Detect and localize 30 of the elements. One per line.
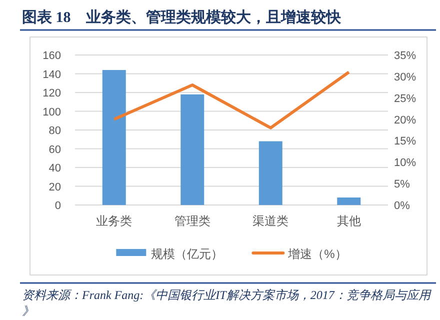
bar: [258, 141, 282, 205]
y2-tick-label: 35%: [394, 50, 416, 62]
bar: [337, 198, 361, 205]
y2-tick-label: 15%: [394, 136, 416, 148]
text: 资料来源：Frank Fang:《中国银行业IT解决方案市场，2017：竞争格局与应用》: [22, 288, 432, 318]
chart-title: 图表 18 业务类、管理类规模较大，且增速较快: [22, 9, 342, 26]
x-tick-label: 业务类: [96, 214, 132, 228]
y2-tick-label: 5%: [394, 178, 410, 191]
bar: [102, 70, 126, 205]
y-tick-label: 40: [48, 162, 61, 174]
y2-tick-label: 10%: [394, 157, 416, 170]
legend-label: 增速（%）: [287, 247, 347, 261]
legend-label: 规模（亿元）: [151, 247, 224, 261]
y-tick-label: 60: [48, 144, 61, 156]
y2-tick-label: 0%: [394, 200, 410, 212]
y2-tick-label: 20%: [394, 114, 416, 126]
y-tick-label: 120: [42, 88, 61, 100]
x-tick-label: 渠道类: [252, 214, 289, 228]
y-tick-label: 0: [54, 200, 61, 212]
y2-tick-label: 30%: [394, 71, 416, 84]
line-series: [112, 70, 350, 130]
y-tick-label: 20: [48, 181, 61, 194]
y-tick-label: 80: [48, 125, 61, 137]
y-tick-label: 140: [42, 68, 61, 81]
bar: [180, 94, 204, 205]
y-tick-label: 100: [42, 106, 61, 118]
y-tick-label: 160: [42, 50, 61, 62]
y2-tick-label: 25%: [394, 92, 416, 105]
x-tick-label: 管理类: [174, 214, 210, 228]
x-tick-label: 其他: [336, 214, 361, 228]
